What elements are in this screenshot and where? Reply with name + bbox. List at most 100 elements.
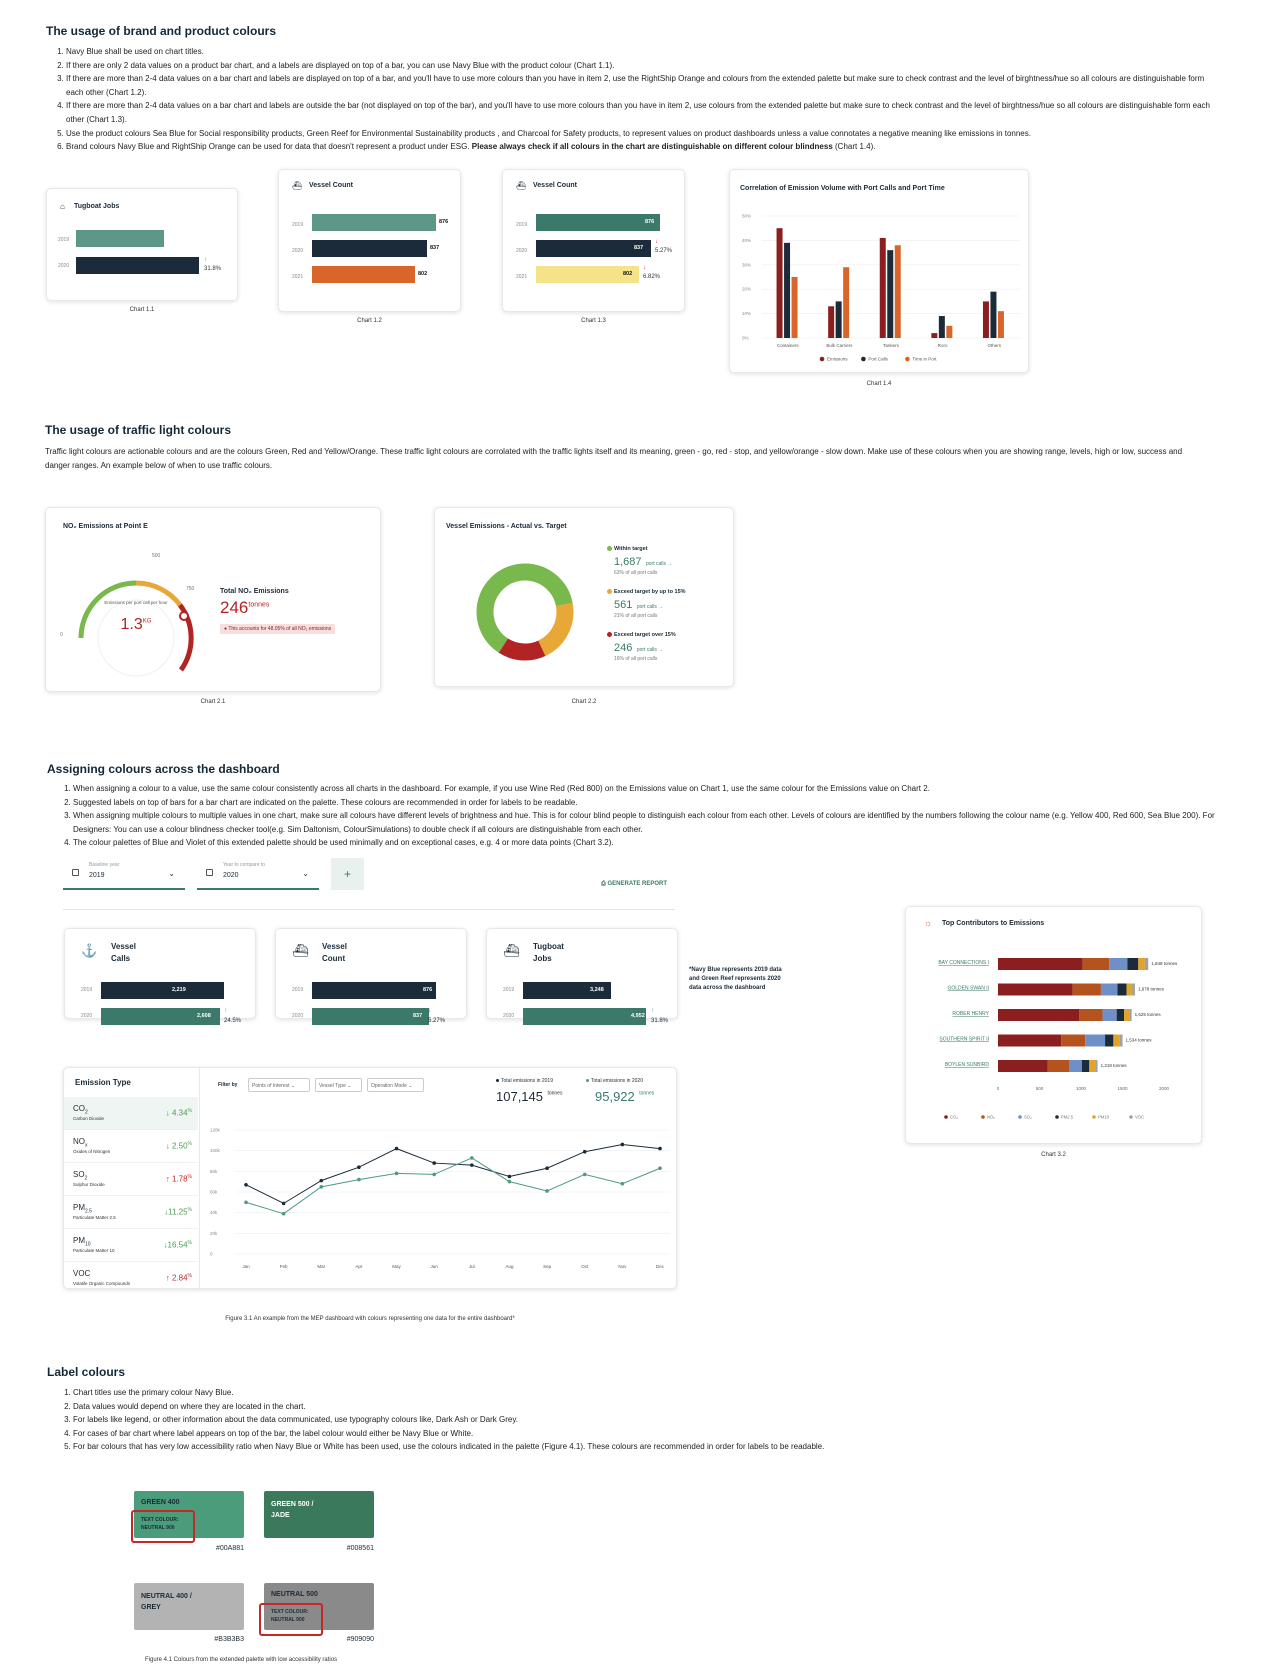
stacked-segment — [1116, 1009, 1125, 1021]
emission-type-row[interactable]: PM2.5 Particulate Matter 2.5 ↓11.25% — [64, 1196, 198, 1229]
bar-2021 — [536, 266, 639, 283]
chart-title: Tugboat Jobs — [74, 203, 120, 210]
stacked-segment — [998, 958, 1083, 970]
compare-year-select[interactable]: Year to compare to 2020 ⌄ — [197, 858, 319, 890]
data-point — [432, 1161, 436, 1165]
vessel-link: GOLDEN SWAN II — [948, 986, 990, 992]
stacked-segment — [1124, 1009, 1130, 1021]
bar-2019 — [312, 982, 436, 999]
chart-title: Vessel Count — [533, 182, 577, 189]
stacked-segment — [1105, 1034, 1114, 1047]
total-label: 1,534 tonnes — [1126, 1038, 1153, 1043]
x-tick-label: Roro — [938, 343, 948, 348]
x-tick-label: Jun — [431, 1264, 439, 1269]
rule-item: Brand colours Navy Blue and RightShip Or… — [66, 140, 1222, 154]
x-tick-label: Jul — [469, 1264, 475, 1269]
chevron-down-icon: ⌄ — [408, 1083, 413, 1089]
stacked-segment — [1144, 958, 1149, 970]
emission-type-row[interactable]: VOC Volatile Organic Compounds ↑ 2.84% — [73, 1269, 192, 1286]
legend-label: Time in Port — [912, 357, 937, 362]
rule-item: When assigning multiple colours to multi… — [73, 809, 1219, 836]
x-tick-label: 0 — [997, 1086, 1000, 1091]
year-label: 2021 — [516, 274, 528, 280]
data-point — [470, 1163, 474, 1167]
stacked-segment — [1102, 1009, 1117, 1021]
data-point — [281, 1211, 286, 1216]
total-value: 246tonnes — [220, 598, 270, 617]
legend-item: Exceed target by up to 15% 561 port call… — [607, 589, 727, 632]
total-label: 1,678 tonnes — [1138, 987, 1165, 992]
swatch-neutral-400: NEUTRAL 400 / GREY — [134, 1583, 244, 1630]
chart-2-1-card: NO₂ Emissions at Point E 0 500 750 Emiss… — [45, 507, 381, 692]
emission-type-row[interactable]: SO2 Sulphur Dioxide ↑ 1.78% — [64, 1163, 198, 1196]
emission-type-row[interactable]: PM10 Particulate Matter 10 ↓16.54% — [64, 1229, 198, 1262]
baseline-year-select[interactable]: Baseline year 2019 ⌄ — [63, 858, 185, 890]
stacked-segment — [1100, 983, 1118, 996]
legend-label: VOC — [1135, 1115, 1144, 1120]
data-point — [658, 1166, 662, 1171]
swatch-neutral-500: NEUTRAL 500 TEXT COLOUR: NEUTRAL 900 — [264, 1583, 374, 1630]
bar — [990, 291, 997, 338]
ship-icon: ⛴ — [516, 181, 527, 190]
y-tick-label: 20k — [210, 1231, 218, 1236]
rule-item: Suggested labels on top of bars for a ba… — [73, 796, 1219, 810]
up-arrow-icon: ↑ — [224, 1008, 227, 1014]
bar-2019 — [523, 982, 611, 999]
rule-item: If there are only 2 data values on a pro… — [66, 59, 1222, 73]
select-value: 2020 — [223, 872, 239, 879]
emission-type-row[interactable]: CO2 Carbon Dioxide ↓ 4.34% — [64, 1097, 198, 1130]
year-label: 2019 — [58, 237, 70, 243]
highlight-box — [131, 1510, 195, 1543]
hex-label: #008561 — [346, 1545, 374, 1552]
data-point — [244, 1200, 248, 1205]
data-point — [620, 1181, 625, 1186]
legend-item: Exceed target over 15% 246 port calls → … — [607, 632, 727, 675]
stacked-segment — [1132, 983, 1135, 996]
legend-dot — [607, 546, 612, 552]
data-point — [470, 1156, 474, 1160]
x-tick-label: 1000 — [1076, 1086, 1087, 1091]
data-point — [545, 1189, 549, 1193]
stacked-segment — [1061, 1034, 1086, 1047]
stacked-segment — [1095, 1060, 1098, 1072]
filter-operation-mode[interactable]: Operation Mode ⌄ — [367, 1078, 424, 1092]
total-label: 1,625 tonnes — [1135, 1012, 1162, 1017]
donut-segment — [476, 563, 574, 661]
data-point — [319, 1185, 324, 1189]
add-comparison-button[interactable]: + — [331, 858, 364, 890]
chart-2-2-card: Vessel Emissions - Actual vs. Target Wit… — [434, 507, 734, 687]
bar — [982, 301, 989, 338]
generate-report-button[interactable]: ⎙ GENERATE REPORT — [601, 881, 668, 887]
chart-3-2-card: ☼ Top Contributors to Emissions BAY CONN… — [905, 906, 1202, 1144]
gauge-center — [97, 599, 175, 677]
chart-caption: Chart 1.3 — [581, 318, 606, 324]
chart-caption: Chart 1.4 — [866, 381, 892, 387]
rule-item: Navy Blue shall be used on chart titles. — [66, 45, 1222, 59]
y-tick-label: 0% — [742, 336, 749, 341]
year-label: 2020 — [58, 263, 70, 269]
legend-label: PM10 — [1098, 1115, 1110, 1120]
emission-type-row[interactable]: NOx Oxides of Nitrogen ↓ 2.50% — [64, 1130, 198, 1163]
rule-item: Chart titles use the primary colour Navy… — [73, 1386, 1219, 1400]
stacked-segment — [1081, 1060, 1090, 1072]
y-tick-label: 40% — [742, 238, 751, 243]
y-tick-label: 100k — [210, 1148, 221, 1153]
filter-points-of-interest[interactable]: Points of Interest ⌄ — [248, 1078, 310, 1092]
bar-value: 876 — [439, 219, 449, 225]
section-title-assigning-colours: Assigning colours across the dashboard — [47, 762, 280, 776]
x-tick-label: Sep — [543, 1264, 552, 1269]
filter-vessel-type[interactable]: Vessel Type ⌄ — [315, 1078, 362, 1092]
gauge-tick: 750 — [186, 586, 195, 592]
filter-label: Filter by — [218, 1082, 238, 1088]
vessel-link: BOYLEN SUNBIRD — [945, 1062, 990, 1068]
bar — [997, 311, 1004, 338]
tugboat-icon: ⛴ — [503, 943, 520, 958]
select-value: 2019 — [89, 872, 105, 879]
legend-dot — [944, 1115, 948, 1119]
y-tick-label: 10% — [742, 311, 751, 316]
data-point — [281, 1201, 286, 1206]
series-line-2019 — [245, 1143, 661, 1204]
data-point — [432, 1172, 436, 1177]
down-arrow-icon: ↓ — [164, 1207, 169, 1217]
up-arrow-icon: ↑ — [165, 1174, 170, 1184]
